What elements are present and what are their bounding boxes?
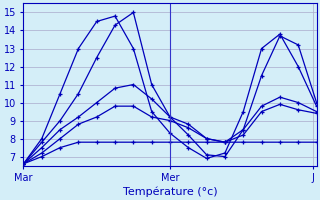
X-axis label: Température (°c): Température (°c) xyxy=(123,186,217,197)
